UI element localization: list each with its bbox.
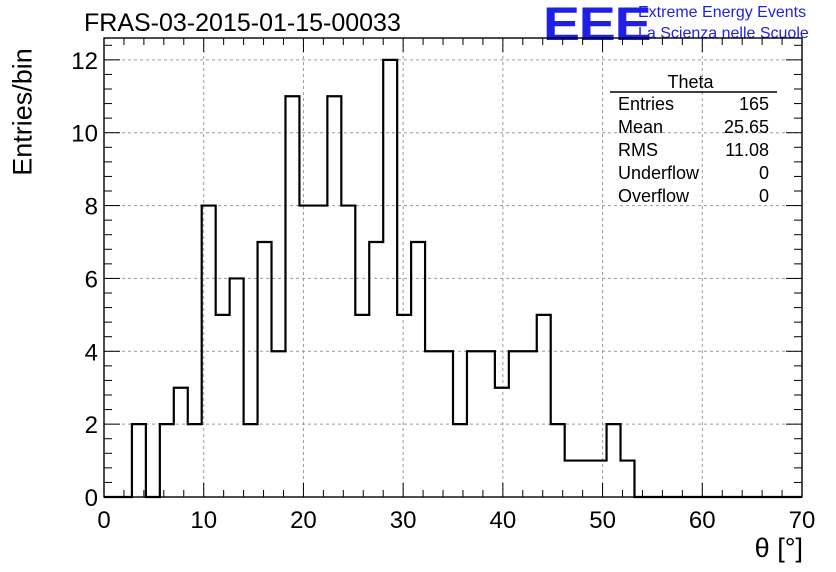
stats-label: Overflow — [618, 186, 690, 206]
y-tick-label: 4 — [85, 339, 98, 366]
histogram-bin — [216, 315, 230, 497]
histogram-bin — [174, 388, 188, 497]
y-tick-label: 0 — [85, 485, 98, 512]
histogram-bin — [593, 461, 607, 497]
histogram-bin — [355, 315, 369, 497]
stats-value: 0 — [759, 163, 769, 183]
histogram-bin — [244, 424, 258, 497]
stats-title: Theta — [667, 72, 714, 92]
stats-label: Mean — [618, 117, 663, 137]
histogram-bin — [132, 424, 146, 497]
x-tick-label: 50 — [589, 507, 616, 534]
y-tick-label: 12 — [71, 48, 98, 75]
histogram-bin — [397, 315, 411, 497]
stats-label: RMS — [618, 140, 658, 160]
histogram-bin — [551, 424, 565, 497]
logo-line-1: Extreme Energy Events — [638, 4, 807, 21]
plot-frame — [103, 37, 803, 498]
stats-value: 165 — [739, 94, 769, 114]
histogram-bin — [565, 461, 579, 497]
x-tick-label: 70 — [789, 507, 816, 534]
eee-logo-mark: EEE — [543, 0, 652, 50]
x-tick-label: 60 — [689, 507, 716, 534]
histogram-outline — [104, 58, 802, 499]
histogram-bin — [369, 242, 383, 497]
stats-value: 11.08 — [725, 140, 769, 160]
histogram-bin — [341, 206, 355, 497]
histogram-bin — [160, 424, 174, 497]
histogram-bin — [453, 424, 467, 497]
histogram-bin — [537, 315, 551, 497]
x-axis-label: θ [°] — [754, 533, 803, 563]
x-tick-label: 30 — [390, 507, 417, 534]
x-tick-label: 40 — [490, 507, 517, 534]
y-tick-label: 6 — [85, 266, 98, 293]
stats-value: 25.65 — [724, 117, 769, 137]
histogram-bin — [327, 96, 341, 497]
histogram-bin — [411, 242, 425, 497]
y-tick-label: 8 — [85, 194, 98, 221]
x-tick-label: 10 — [190, 507, 217, 534]
histogram-bin — [495, 388, 509, 497]
stats-value: 0 — [759, 186, 769, 206]
stats-label: Underflow — [618, 163, 700, 183]
histogram-bin — [383, 60, 397, 497]
histogram-bin — [607, 424, 621, 497]
histogram-bin — [188, 424, 202, 497]
histogram-bin — [299, 206, 313, 497]
histogram-bin — [258, 242, 272, 497]
chart-title: FRAS-03-2015-01-15-00033 — [84, 9, 401, 37]
y-tick-label: 2 — [85, 412, 98, 439]
x-tick-label: 0 — [97, 507, 110, 534]
x-tick-label: 20 — [290, 507, 317, 534]
histogram-bin — [230, 278, 244, 497]
stats-label: Entries — [618, 94, 674, 114]
y-tick-label: 10 — [71, 121, 98, 148]
histogram-bin — [579, 461, 593, 497]
histogram-bin — [285, 96, 299, 497]
